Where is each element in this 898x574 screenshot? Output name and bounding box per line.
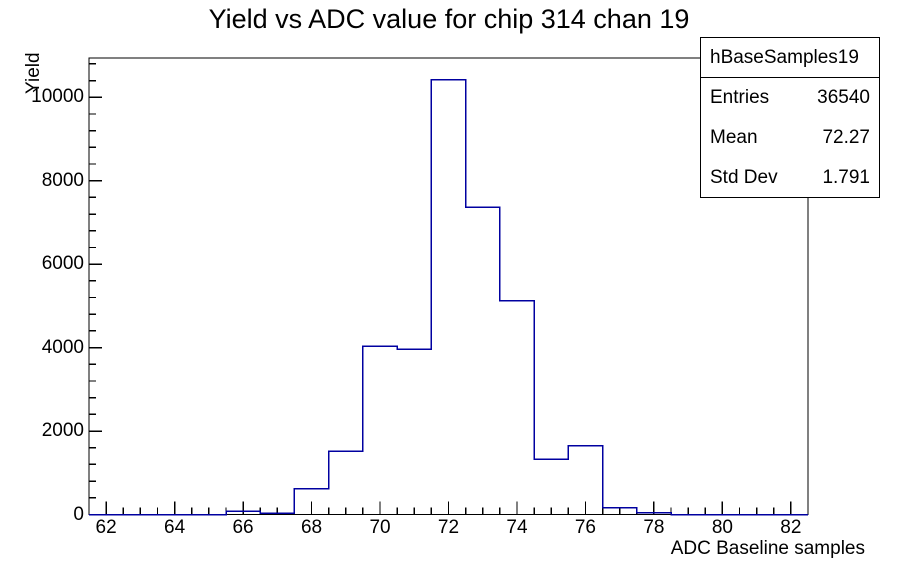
stats-row-entries: Entries 36540: [701, 78, 879, 118]
x-tick-label: 74: [506, 517, 528, 538]
x-tick-label: 82: [780, 517, 802, 538]
x-tick-label: 62: [95, 517, 117, 538]
x-tick-label: 64: [164, 517, 186, 538]
y-axis-title: Yield: [23, 52, 44, 94]
y-tick-label: 10000: [31, 86, 84, 108]
x-tick-label: 78: [643, 517, 665, 538]
x-tick-label: 72: [437, 517, 460, 538]
stats-label: Mean: [710, 127, 758, 148]
stats-box: hBaseSamples19 Entries 36540 Mean 72.27 …: [700, 37, 880, 198]
histogram-line: [89, 78, 808, 516]
x-tick-label: 68: [300, 517, 323, 538]
x-tick-label: 76: [574, 517, 596, 538]
stats-value: 1.791: [822, 167, 870, 188]
x-tick-label: 66: [232, 517, 254, 538]
stats-row-stddev: Std Dev 1.791: [701, 158, 879, 198]
stats-row-mean: Mean 72.27: [701, 118, 879, 158]
x-axis-title: ADC Baseline samples: [670, 538, 865, 559]
stats-value: 36540: [817, 87, 870, 108]
stats-label: Std Dev: [710, 167, 778, 188]
y-tick-label: 4000: [41, 336, 84, 358]
y-tick-label: 2000: [41, 420, 84, 442]
stats-label: Entries: [710, 87, 770, 108]
y-tick-label: 8000: [41, 169, 84, 191]
chart-title: Yield vs ADC value for chip 314 chan 19: [208, 4, 690, 34]
stats-box-title: hBaseSamples19: [701, 38, 879, 78]
y-tick-label: 0: [73, 503, 84, 525]
stats-value: 72.27: [822, 127, 870, 148]
y-tick-label: 6000: [41, 253, 84, 275]
x-tick-label: 70: [369, 517, 391, 538]
x-tick-label: 80: [711, 517, 733, 538]
